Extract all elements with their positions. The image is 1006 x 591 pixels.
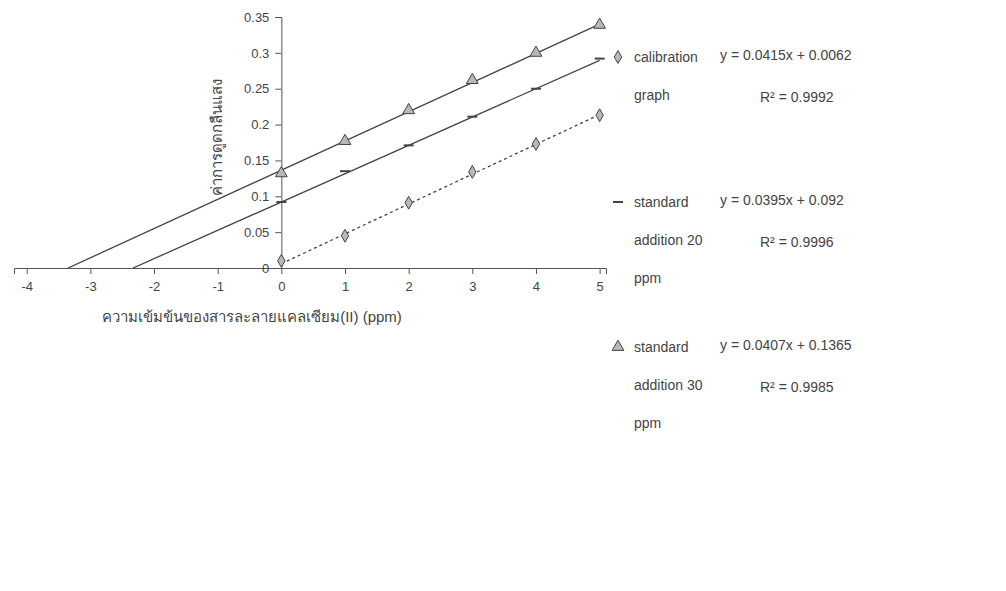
tick: 0.35 [244, 10, 281, 25]
legend-marker [614, 51, 621, 64]
tick-label: 0 [278, 279, 285, 294]
tick-label: 0 [262, 261, 269, 276]
legend-r2: R² = 0.9996 [760, 234, 834, 250]
tick-label: 0.2 [251, 117, 269, 132]
legend-label: standardaddition 30ppm [634, 339, 703, 431]
tick-mark [90, 268, 91, 274]
tick-mark [275, 53, 281, 54]
fit-line [68, 24, 600, 268]
fit-line [133, 60, 600, 268]
tick-label: -3 [85, 279, 97, 294]
tick: -4 [21, 268, 33, 294]
tick-label: 5 [597, 279, 604, 294]
tick-mark [275, 17, 281, 18]
tick: 2 [406, 268, 413, 294]
legend-label: calibrationgraph [634, 49, 698, 103]
tick-mark [275, 125, 281, 126]
legend-entry: standardaddition 30ppm y = 0.0407x + 0.13… [612, 337, 852, 431]
legend-entry: calibrationgraph y = 0.0415x + 0.0062 R² =… [614, 47, 851, 105]
legend-marker [612, 340, 624, 350]
tick-mark [409, 268, 410, 274]
tick-label: -4 [21, 279, 33, 294]
legend-marker [613, 201, 623, 203]
tick-mark [154, 268, 155, 274]
legend-equation: y = 0.0415x + 0.0062 [720, 47, 852, 63]
axis-line [15, 269, 607, 275]
chart: -4 -3 -2 -1 0 1 2 3 4 5 0 0.05 0.1 0.15 0.2 0.25 0.3 0.35… [0, 0, 1006, 591]
point [532, 137, 539, 150]
tick-mark [345, 268, 346, 274]
tick-mark [275, 160, 281, 161]
y-axis: 0 0.05 0.1 0.15 0.2 0.25 0.3 0.35 [244, 10, 282, 276]
tick-mark [275, 89, 281, 90]
point [467, 116, 477, 118]
tick-label: -2 [149, 279, 161, 294]
point [531, 88, 541, 90]
tick-mark [275, 268, 281, 269]
series [278, 109, 604, 267]
tick: 3 [469, 268, 476, 294]
tick-mark [536, 268, 537, 274]
tick: -1 [212, 268, 224, 294]
tick-label: 0.3 [251, 46, 269, 61]
tick-label: -1 [212, 279, 224, 294]
legend-r2: R² = 0.9992 [760, 89, 834, 105]
legend-r2: R² = 0.9985 [760, 379, 834, 395]
tick-mark [472, 268, 473, 274]
tick: 0.2 [251, 117, 281, 132]
tick-mark [275, 196, 281, 197]
tick-label: 0.25 [244, 81, 269, 96]
fit-line [281, 115, 599, 264]
legend-label: standardaddition 20ppm [634, 194, 703, 286]
tick: 0.25 [244, 81, 281, 96]
tick-mark [27, 268, 28, 274]
tick: 0 [278, 268, 285, 294]
y-axis-title: ค่าการดูดกลืนแสง [208, 79, 226, 196]
point [595, 58, 605, 60]
point [530, 46, 542, 56]
tick-label: 0.05 [244, 225, 269, 240]
point [275, 167, 287, 177]
point [596, 109, 603, 122]
legend-entry: standardaddition 20ppm y = 0.0395x + 0.09… [613, 192, 844, 286]
legend-equation: y = 0.0407x + 0.1365 [720, 337, 852, 353]
tick-label: 3 [469, 279, 476, 294]
tick-mark [600, 268, 601, 274]
tick: 0.3 [251, 46, 281, 61]
tick-label: 0.35 [244, 10, 269, 25]
tick-label: 0.15 [244, 153, 269, 168]
point [341, 229, 348, 242]
point [278, 254, 285, 267]
tick: 1 [342, 268, 349, 294]
x-axis-title: ความเข้มข้นของสารละลายแคลเซียม(II) (ppm) [102, 308, 402, 325]
x-axis: -4 -3 -2 -1 0 1 2 3 4 5 [15, 268, 607, 294]
point [404, 144, 414, 146]
point [466, 73, 478, 83]
legend-equation: y = 0.0395x + 0.092 [720, 192, 844, 208]
point [339, 134, 351, 144]
legend: calibrationgraph y = 0.0415x + 0.0062 R² =… [612, 47, 852, 431]
point [469, 165, 476, 178]
point [276, 201, 286, 203]
tick: 0.15 [244, 153, 281, 168]
tick-mark [275, 232, 281, 233]
tick-label: 2 [406, 279, 413, 294]
tick-label: 1 [342, 279, 349, 294]
point [403, 103, 415, 113]
tick-mark [218, 268, 219, 274]
tick: 0.05 [244, 225, 281, 240]
series [133, 59, 605, 268]
point [405, 196, 412, 209]
series [68, 18, 605, 268]
point [594, 18, 606, 28]
tick: 4 [533, 268, 540, 294]
tick: -2 [149, 268, 161, 294]
tick: -3 [85, 268, 97, 294]
tick-label: 0.1 [251, 189, 269, 204]
tick-label: 4 [533, 279, 540, 294]
axis-line [275, 18, 282, 269]
tick: 5 [597, 268, 604, 294]
point [340, 170, 350, 172]
plot-area [68, 18, 605, 268]
